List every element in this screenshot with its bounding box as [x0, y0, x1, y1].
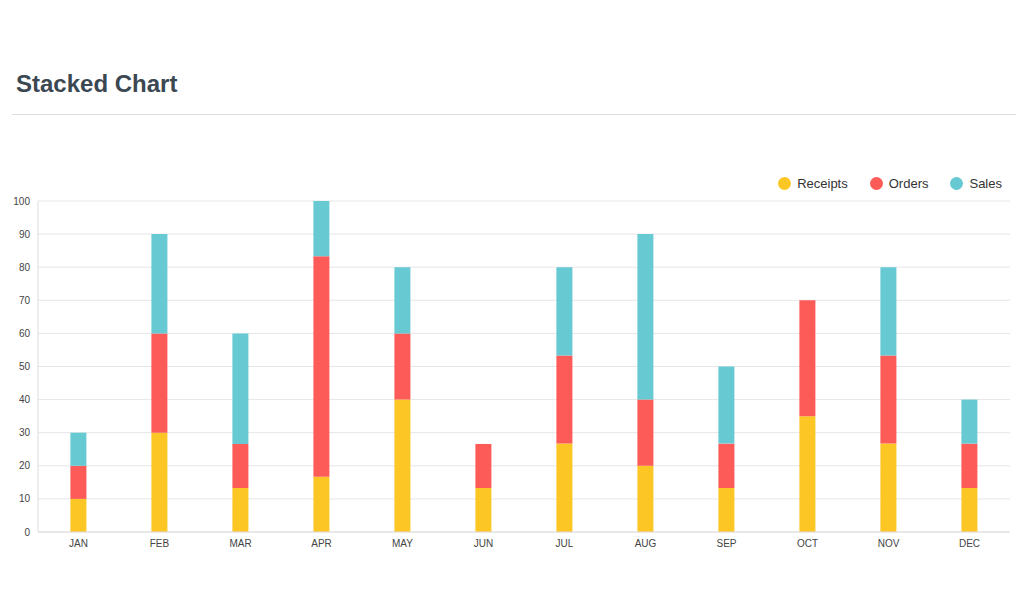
svg-text:OCT: OCT [797, 538, 818, 549]
svg-text:MAR: MAR [229, 538, 251, 549]
svg-text:JAN: JAN [69, 538, 88, 549]
svg-text:0: 0 [24, 527, 30, 538]
svg-text:70: 70 [19, 295, 31, 306]
svg-text:60: 60 [19, 328, 31, 339]
svg-text:JUN: JUN [474, 538, 493, 549]
svg-text:40: 40 [19, 394, 31, 405]
html-text:Stacked Chart: Stacked Chart [16, 70, 178, 97]
svg-text:JUL: JUL [556, 538, 574, 549]
svg-text:FEB: FEB [150, 538, 170, 549]
svg-text:APR: APR [311, 538, 332, 549]
html-text:Receipts: Receipts [797, 176, 848, 191]
svg-text:SEP: SEP [716, 538, 736, 549]
html-text:Sales: Sales [969, 176, 1002, 191]
svg-text:AUG: AUG [635, 538, 657, 549]
svg-text:80: 80 [19, 262, 31, 273]
svg-text:NOV: NOV [878, 538, 900, 549]
svg-text:30: 30 [19, 427, 31, 438]
svg-text:MAY: MAY [392, 538, 413, 549]
svg-text:DEC: DEC [959, 538, 980, 549]
svg-text:20: 20 [19, 460, 31, 471]
svg-text:90: 90 [19, 229, 31, 240]
svg-text:10: 10 [19, 493, 31, 504]
svg-text:50: 50 [19, 361, 31, 372]
svg-text:100: 100 [13, 196, 30, 207]
html-text:Orders: Orders [888, 176, 929, 191]
